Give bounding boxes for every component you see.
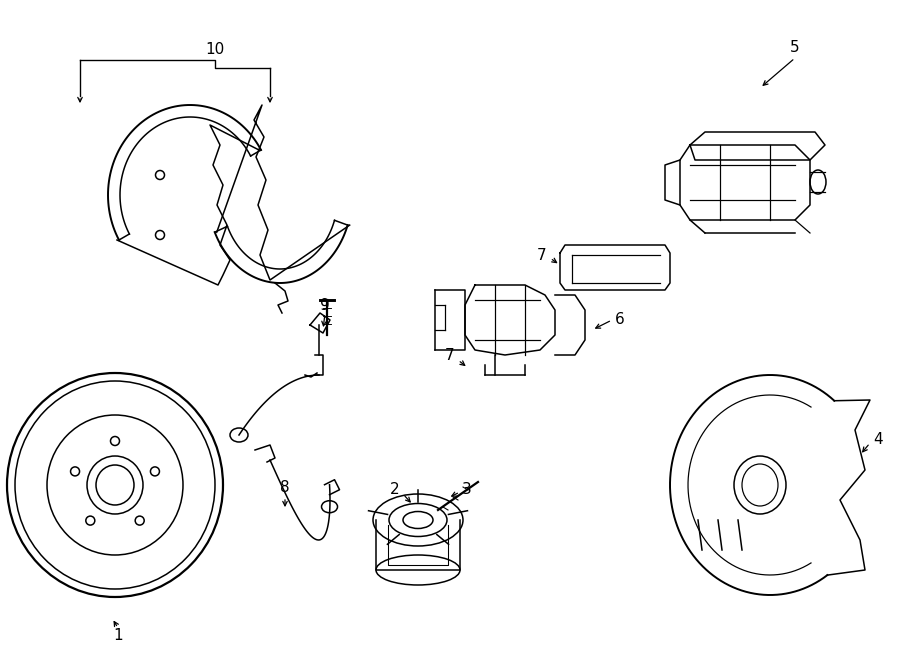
Text: 6: 6 — [615, 313, 625, 327]
Text: 1: 1 — [113, 627, 122, 642]
Text: 10: 10 — [205, 42, 225, 58]
Text: 9: 9 — [320, 297, 330, 313]
Text: 4: 4 — [873, 432, 883, 447]
Text: 2: 2 — [391, 483, 400, 498]
Text: 8: 8 — [280, 481, 290, 496]
Text: 7: 7 — [446, 348, 454, 362]
Text: 7: 7 — [537, 247, 547, 262]
Text: 5: 5 — [790, 40, 800, 54]
Text: 3: 3 — [462, 483, 472, 498]
